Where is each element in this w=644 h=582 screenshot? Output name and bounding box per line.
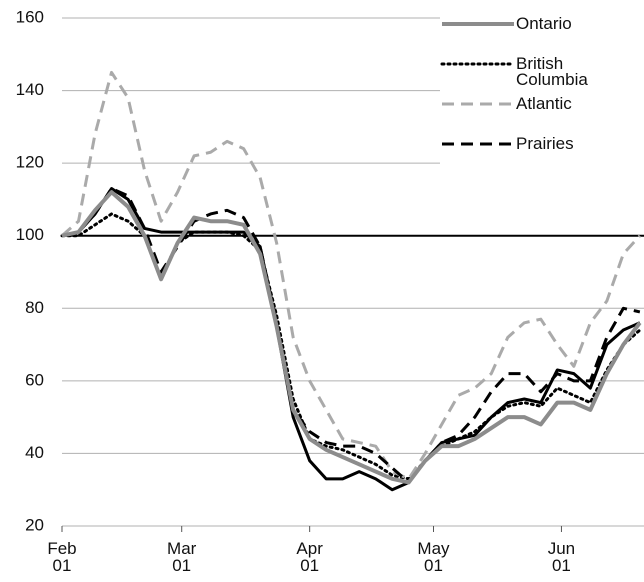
y-tick-label: 100 <box>16 225 44 244</box>
x-tick-label: Mar 01 <box>167 539 197 575</box>
y-tick-label: 20 <box>25 515 44 534</box>
legend-swatch <box>442 102 514 106</box>
x-tick-label: Apr 01 <box>296 539 323 575</box>
legend-swatch <box>442 22 514 26</box>
x-tick-label: Jun 01 <box>547 539 576 575</box>
legend-label: Atlantic <box>516 94 572 113</box>
y-tick-label: 80 <box>25 298 44 317</box>
y-tick-label: 160 <box>16 7 44 26</box>
y-tick-label: 40 <box>25 443 44 462</box>
series-line <box>60 212 642 481</box>
legend: OntarioOntarioBritish ColumbiaBritish Co… <box>440 14 644 174</box>
y-tick-label: 120 <box>16 153 44 172</box>
legend-item: OntarioOntario <box>440 14 644 54</box>
legend-label: British Columbia <box>516 54 588 89</box>
legend-swatch <box>442 142 514 146</box>
legend-item: AtlanticAtlantic <box>440 94 644 134</box>
series-line <box>61 187 641 492</box>
series-line <box>61 187 641 484</box>
legend-label: Prairies <box>516 134 574 153</box>
x-tick-label: Feb 01 <box>47 539 77 575</box>
legend-item: PrairiesPrairies <box>440 134 644 174</box>
y-tick-label: 140 <box>16 80 44 99</box>
legend-label: Ontario <box>516 14 572 33</box>
series-line <box>61 190 642 485</box>
series-line <box>61 70 641 481</box>
x-tick-label: May 01 <box>417 539 450 575</box>
legend-item: British ColumbiaBritish Columbia <box>440 54 644 94</box>
y-tick-label: 60 <box>25 370 44 389</box>
legend-swatch <box>440 62 516 66</box>
